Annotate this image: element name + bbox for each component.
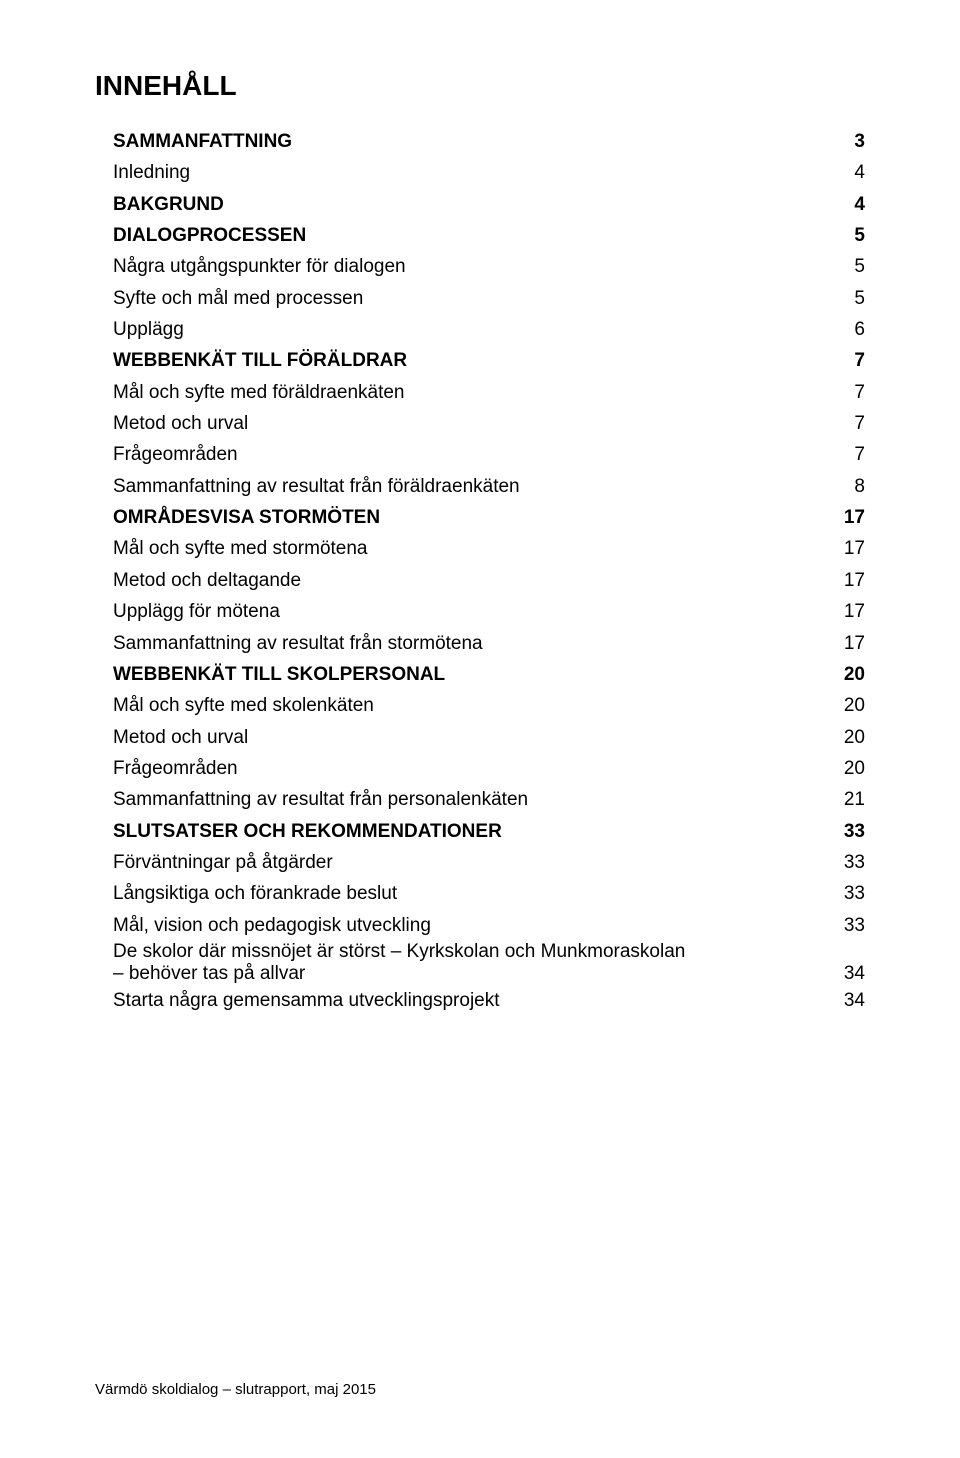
toc-entry: SAMMANFATTNING 3: [113, 126, 865, 157]
toc-page-number: 6: [854, 314, 865, 345]
toc-entry: DIALOGPROCESSEN 5: [113, 220, 865, 251]
toc-page-number: 20: [844, 753, 865, 784]
toc-label: SAMMANFATTNING: [113, 126, 292, 157]
toc-entry: Frågeområden 7: [113, 439, 865, 470]
toc-entry: Starta några gemensamma utvecklingsproje…: [113, 985, 865, 1016]
toc-label: WEBBENKÄT TILL FÖRÄLDRAR: [113, 345, 407, 376]
toc-page-number: 5: [854, 220, 865, 251]
toc-label: Sammanfattning av resultat från stormöte…: [113, 628, 483, 659]
toc-page-number: 20: [844, 690, 865, 721]
toc-entry: Metod och deltagande 17: [113, 565, 865, 596]
toc-page-number: 33: [844, 847, 865, 878]
toc-entry: OMRÅDESVISA STORMÖTEN 17: [113, 502, 865, 533]
toc-entry: Sammanfattning av resultat från personal…: [113, 784, 865, 815]
toc-label: Mål och syfte med skolenkäten: [113, 690, 374, 721]
toc-label: Syfte och mål med processen: [113, 283, 363, 314]
toc-label: De skolor där missnöjet är störst – Kyrk…: [113, 941, 865, 963]
toc-label: Sammanfattning av resultat från föräldra…: [113, 471, 520, 502]
toc-label: BAKGRUND: [113, 189, 224, 220]
toc-entry: Mål och syfte med skolenkäten 20: [113, 690, 865, 721]
toc-page-number: 33: [844, 910, 865, 941]
toc-page-number: 4: [854, 189, 865, 220]
toc-page-number: 7: [854, 439, 865, 470]
toc-label: OMRÅDESVISA STORMÖTEN: [113, 502, 380, 533]
toc-page-number: 20: [844, 722, 865, 753]
toc-entry: Metod och urval 20: [113, 722, 865, 753]
toc-entry: SLUTSATSER OCH REKOMMENDATIONER 33: [113, 816, 865, 847]
toc-page-number: 34: [844, 985, 865, 1016]
toc-label: Starta några gemensamma utvecklingsproje…: [113, 985, 500, 1016]
toc-page-number: 7: [854, 377, 865, 408]
toc-label: Metod och urval: [113, 408, 248, 439]
toc-page-number: 17: [844, 596, 865, 627]
toc-label: Mål och syfte med föräldraenkäten: [113, 377, 405, 408]
toc-label: Upplägg för mötena: [113, 596, 280, 627]
toc-page-number: 17: [844, 533, 865, 564]
toc-entry: Upplägg för mötena 17: [113, 596, 865, 627]
toc-label: Frågeområden: [113, 439, 238, 470]
toc-label: Inledning: [113, 157, 190, 188]
toc-entry: Mål och syfte med stormötena 17: [113, 533, 865, 564]
toc-page-number: 7: [854, 408, 865, 439]
toc-label: Upplägg: [113, 314, 184, 345]
toc-page-number: 17: [844, 502, 865, 533]
toc-page-number: 33: [844, 816, 865, 847]
page-footer: Värmdö skoldialog – slutrapport, maj 201…: [95, 1381, 376, 1398]
toc-label: Sammanfattning av resultat från personal…: [113, 784, 528, 815]
toc-entry: Inledning 4: [113, 157, 865, 188]
toc-entry: Metod och urval 7: [113, 408, 865, 439]
toc-entry: Upplägg 6: [113, 314, 865, 345]
toc-label: Några utgångspunkter för dialogen: [113, 251, 406, 282]
toc-page-number: 3: [854, 126, 865, 157]
toc-label: – behöver tas på allvar: [113, 963, 305, 985]
toc-label: Förväntningar på åtgärder: [113, 847, 333, 878]
toc-page-number: 8: [854, 471, 865, 502]
toc-page-number: 7: [854, 345, 865, 376]
toc-entry: Frågeområden 20: [113, 753, 865, 784]
toc-entry: Långsiktiga och förankrade beslut 33: [113, 878, 865, 909]
toc-label: Mål, vision och pedagogisk utveckling: [113, 910, 431, 941]
toc-label: Mål och syfte med stormötena: [113, 533, 368, 564]
toc-page-number: 21: [844, 784, 865, 815]
toc-entry: Sammanfattning av resultat från stormöte…: [113, 628, 865, 659]
toc-label: Långsiktiga och förankrade beslut: [113, 878, 397, 909]
toc-page-number: 17: [844, 565, 865, 596]
toc-label: Metod och urval: [113, 722, 248, 753]
toc-page-number: 34: [844, 963, 865, 985]
toc-entry: Förväntningar på åtgärder 33: [113, 847, 865, 878]
toc-label: DIALOGPROCESSEN: [113, 220, 306, 251]
toc-page-number: 33: [844, 878, 865, 909]
toc-label: Metod och deltagande: [113, 565, 301, 596]
toc-page-number: 4: [854, 157, 865, 188]
toc-entry: WEBBENKÄT TILL SKOLPERSONAL 20: [113, 659, 865, 690]
toc-entry: De skolor där missnöjet är störst – Kyrk…: [113, 941, 865, 985]
toc-title: INNEHÅLL: [95, 70, 865, 102]
toc-label: WEBBENKÄT TILL SKOLPERSONAL: [113, 659, 445, 690]
toc-label: SLUTSATSER OCH REKOMMENDATIONER: [113, 816, 502, 847]
toc-label: Frågeområden: [113, 753, 238, 784]
toc-page-number: 5: [854, 251, 865, 282]
toc-entry: Mål, vision och pedagogisk utveckling 33: [113, 910, 865, 941]
toc-entry: Mål och syfte med föräldraenkäten 7: [113, 377, 865, 408]
toc-page-number: 20: [844, 659, 865, 690]
toc-entry: Några utgångspunkter för dialogen 5: [113, 251, 865, 282]
toc-entry: BAKGRUND 4: [113, 189, 865, 220]
toc-page-number: 17: [844, 628, 865, 659]
toc-entry: Syfte och mål med processen 5: [113, 283, 865, 314]
toc-entry: WEBBENKÄT TILL FÖRÄLDRAR 7: [113, 345, 865, 376]
toc-entry: Sammanfattning av resultat från föräldra…: [113, 471, 865, 502]
toc-page-number: 5: [854, 283, 865, 314]
toc-container: SAMMANFATTNING3Inledning4BAKGRUND4DIALOG…: [95, 126, 865, 1016]
